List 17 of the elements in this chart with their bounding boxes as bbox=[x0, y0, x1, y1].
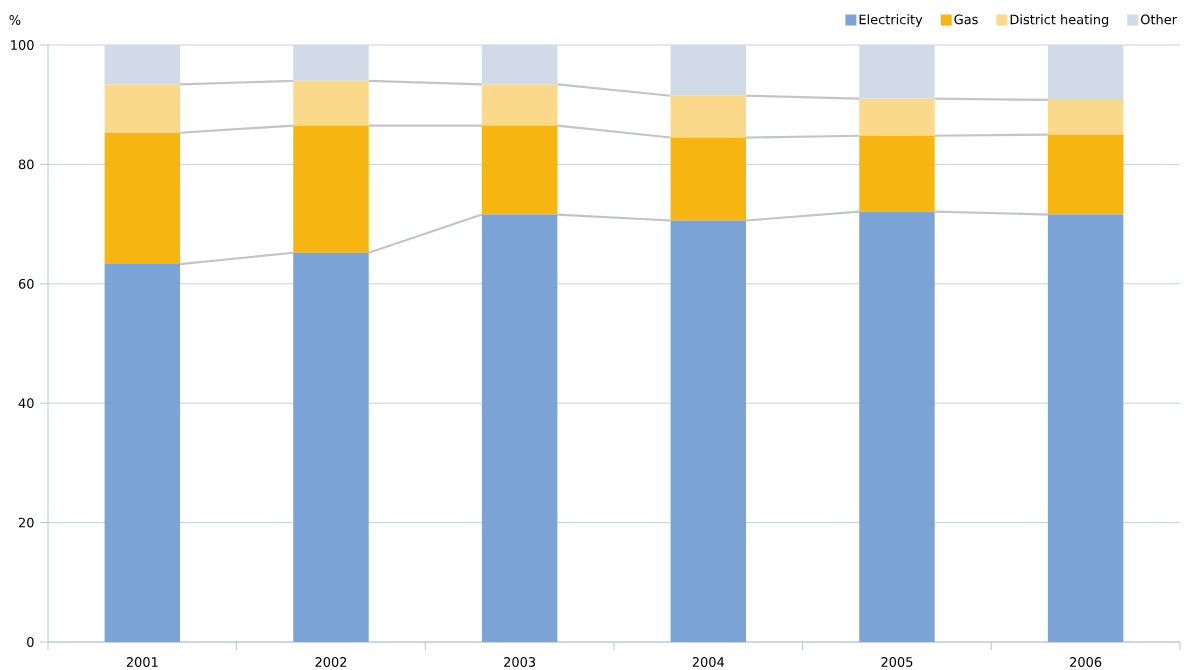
y-tick-label: 100 bbox=[11, 40, 34, 50]
y-axis-title: % bbox=[9, 15, 21, 25]
x-tick-label: 2003 bbox=[504, 657, 536, 667]
x-tick-label: 2001 bbox=[126, 657, 158, 667]
x-tick-label: 2005 bbox=[881, 657, 913, 667]
x-tick-label: 2004 bbox=[692, 657, 725, 667]
y-tick-label: 40 bbox=[18, 398, 34, 409]
x-tick-label: 2006 bbox=[1070, 657, 1102, 667]
y-tick-label: 60 bbox=[18, 278, 34, 289]
y-tick-label: 80 bbox=[18, 159, 34, 170]
legend-label: Electricity bbox=[859, 14, 923, 27]
y-tick-label: 20 bbox=[18, 517, 34, 528]
y-tick-label: 0 bbox=[27, 637, 34, 647]
legend-label: Other bbox=[1140, 14, 1178, 25]
legend-label: Gas bbox=[954, 14, 978, 25]
legend-label: District heating bbox=[1010, 14, 1109, 27]
x-tick-label: 2002 bbox=[315, 657, 347, 667]
